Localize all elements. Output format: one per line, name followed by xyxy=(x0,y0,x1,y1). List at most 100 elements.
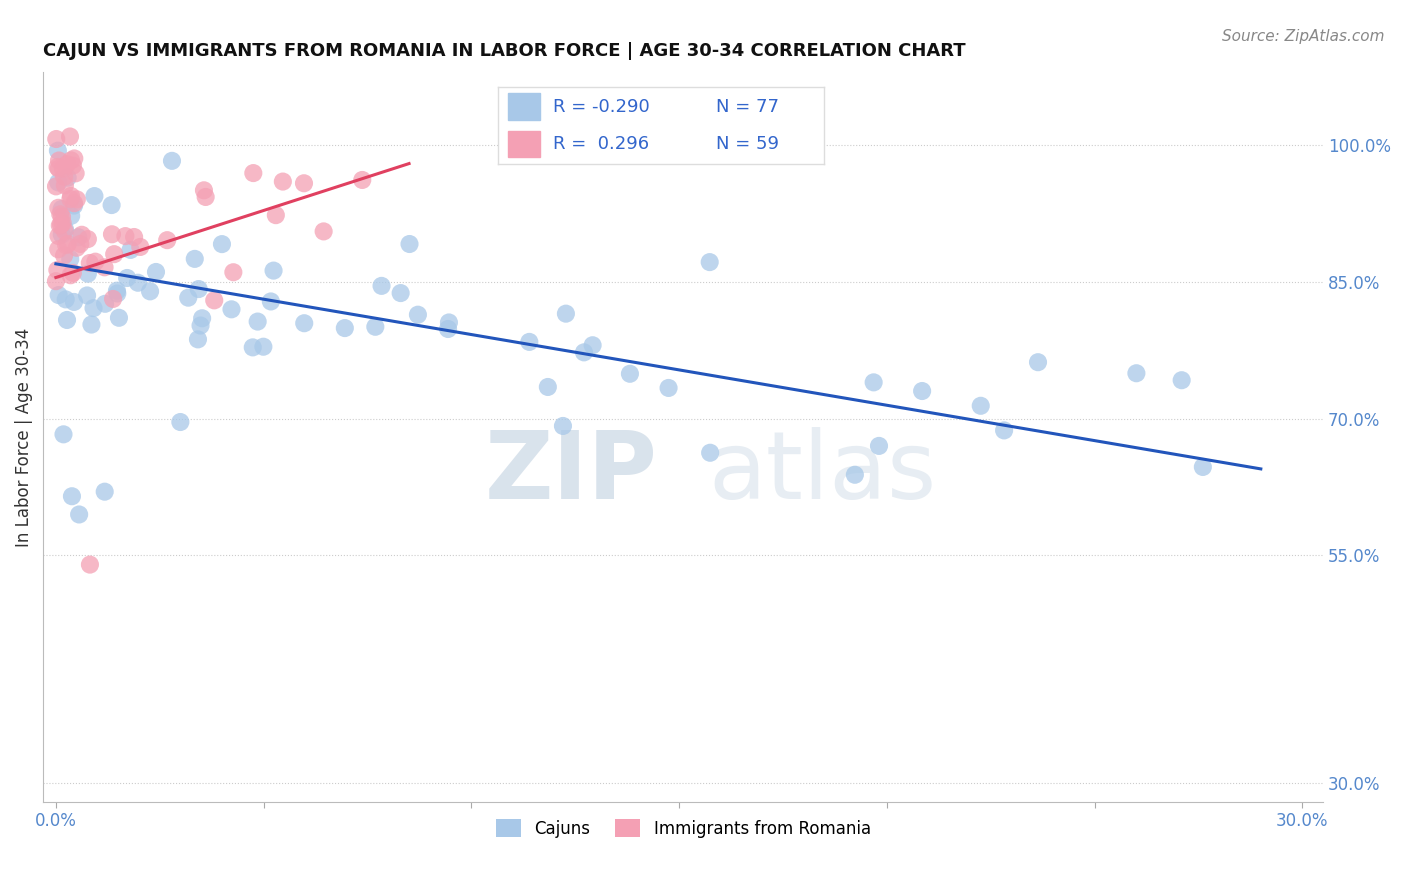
Point xyxy=(49,207,72,221)
Point xyxy=(56,170,79,185)
Point xyxy=(48,229,70,244)
Point xyxy=(103,247,125,261)
Point xyxy=(263,263,285,277)
Point xyxy=(160,153,183,168)
Point xyxy=(114,229,136,244)
Point xyxy=(83,189,105,203)
Point xyxy=(122,230,145,244)
Point xyxy=(844,467,866,482)
Point xyxy=(52,216,75,230)
Point xyxy=(194,190,217,204)
Point xyxy=(184,252,207,266)
Point xyxy=(352,173,374,187)
Point xyxy=(51,210,73,224)
Point xyxy=(48,161,70,176)
Point xyxy=(252,340,274,354)
Point xyxy=(264,208,287,222)
Point xyxy=(222,265,245,279)
Point xyxy=(108,310,131,325)
Point xyxy=(80,318,103,332)
Point xyxy=(177,291,200,305)
Point xyxy=(59,268,82,283)
Point xyxy=(63,198,86,212)
Point xyxy=(105,286,128,301)
Point xyxy=(271,175,294,189)
Point xyxy=(63,294,86,309)
Point xyxy=(699,255,721,269)
Point xyxy=(105,284,128,298)
Point xyxy=(699,446,721,460)
Point xyxy=(76,267,98,281)
Point xyxy=(191,311,214,326)
Point xyxy=(101,292,124,306)
Point xyxy=(242,166,264,180)
Point xyxy=(437,316,460,330)
Point xyxy=(572,345,595,359)
Point xyxy=(993,424,1015,438)
Point xyxy=(55,293,77,307)
Point xyxy=(46,263,69,277)
Point xyxy=(67,230,90,244)
Point xyxy=(46,144,69,158)
Point xyxy=(658,381,681,395)
Point xyxy=(93,260,115,275)
Point xyxy=(260,294,283,309)
Point xyxy=(60,209,83,223)
Point xyxy=(190,318,212,333)
Point xyxy=(868,439,890,453)
Point xyxy=(221,302,243,317)
Point xyxy=(554,307,576,321)
Point xyxy=(246,315,269,329)
Point xyxy=(62,266,84,280)
Point xyxy=(49,219,72,233)
Point xyxy=(59,252,82,267)
Point xyxy=(70,227,93,242)
Point xyxy=(46,160,69,174)
Point xyxy=(53,222,76,236)
Point xyxy=(581,338,603,352)
Point xyxy=(45,274,67,288)
Point xyxy=(84,254,107,268)
Point xyxy=(127,276,149,290)
Point xyxy=(76,288,98,302)
Point xyxy=(67,508,90,522)
Point xyxy=(53,224,76,238)
Point xyxy=(1170,373,1192,387)
Point xyxy=(79,558,101,572)
Point xyxy=(53,178,76,193)
Point xyxy=(156,233,179,247)
Point xyxy=(52,161,75,176)
Point xyxy=(46,242,69,256)
Point xyxy=(970,399,993,413)
Point xyxy=(1026,355,1049,369)
Point xyxy=(49,218,72,232)
Point xyxy=(364,319,387,334)
Point xyxy=(292,176,315,190)
Point xyxy=(59,189,82,203)
Point xyxy=(83,301,105,315)
Point xyxy=(52,427,75,442)
Point xyxy=(53,169,76,184)
Point xyxy=(101,227,124,242)
Point xyxy=(63,196,86,211)
Point xyxy=(45,179,67,194)
Point xyxy=(120,243,142,257)
Text: CAJUN VS IMMIGRANTS FROM ROMANIA IN LABOR FORCE | AGE 30-34 CORRELATION CHART: CAJUN VS IMMIGRANTS FROM ROMANIA IN LABO… xyxy=(44,42,966,60)
Point xyxy=(56,237,79,252)
Point xyxy=(129,240,152,254)
Point xyxy=(51,202,73,216)
Point xyxy=(551,419,574,434)
Point xyxy=(46,201,69,215)
Point xyxy=(437,322,460,336)
Point xyxy=(48,153,70,168)
Point xyxy=(202,293,225,308)
Point xyxy=(56,313,79,327)
Point xyxy=(398,237,420,252)
Point xyxy=(62,159,84,173)
Point xyxy=(53,248,76,262)
Point xyxy=(211,237,233,252)
Point xyxy=(45,132,67,146)
Point xyxy=(145,265,167,279)
Point xyxy=(48,288,70,302)
Point xyxy=(1192,460,1215,475)
